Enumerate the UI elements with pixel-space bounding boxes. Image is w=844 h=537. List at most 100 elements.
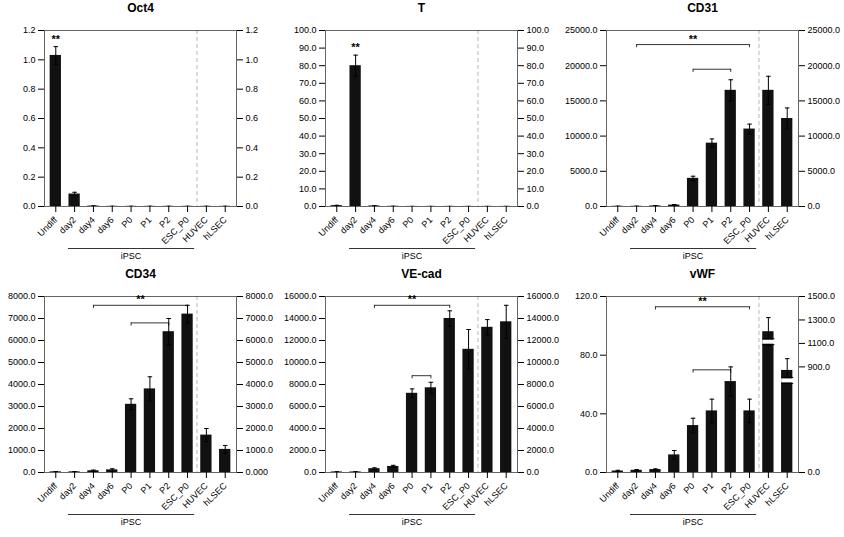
svg-text:40.0: 40.0 bbox=[299, 131, 317, 141]
svg-text:10000.0: 10000.0 bbox=[565, 131, 598, 141]
svg-text:0.0: 0.0 bbox=[527, 201, 540, 211]
svg-text:15000.0: 15000.0 bbox=[565, 96, 598, 106]
svg-text:iPSC: iPSC bbox=[683, 517, 704, 527]
svg-text:0.8: 0.8 bbox=[23, 84, 36, 94]
svg-text:7000.0: 7000.0 bbox=[8, 313, 36, 323]
svg-text:iPSC: iPSC bbox=[402, 517, 423, 527]
svg-text:day4: day4 bbox=[357, 215, 378, 236]
svg-text:20.0: 20.0 bbox=[527, 166, 545, 176]
svg-text:0.0: 0.0 bbox=[23, 467, 36, 477]
svg-text:1.2: 1.2 bbox=[246, 25, 259, 35]
svg-text:3000.0: 3000.0 bbox=[8, 401, 36, 411]
svg-text:day2: day2 bbox=[619, 215, 640, 236]
svg-text:**: ** bbox=[689, 33, 698, 45]
svg-text:0.2: 0.2 bbox=[246, 172, 259, 182]
svg-text:Undiff: Undiff bbox=[317, 214, 341, 238]
svg-text:7000.0: 7000.0 bbox=[246, 313, 274, 323]
svg-text:Undiff: Undiff bbox=[36, 480, 60, 504]
svg-text:**: ** bbox=[351, 41, 360, 53]
svg-text:20000.0: 20000.0 bbox=[565, 61, 598, 71]
svg-text:0.0: 0.0 bbox=[246, 201, 259, 211]
svg-text:5000.0: 5000.0 bbox=[808, 166, 836, 176]
svg-text:25000.0: 25000.0 bbox=[808, 25, 841, 35]
svg-text:4000.0: 4000.0 bbox=[527, 423, 555, 433]
svg-text:900.0: 900.0 bbox=[808, 362, 831, 372]
svg-text:hLSEC: hLSEC bbox=[201, 480, 229, 508]
svg-text:6000.0: 6000.0 bbox=[289, 401, 317, 411]
svg-text:Undiff: Undiff bbox=[317, 480, 341, 504]
svg-text:50.0: 50.0 bbox=[299, 113, 317, 123]
svg-text:day2: day2 bbox=[338, 215, 359, 236]
svg-text:P1: P1 bbox=[420, 481, 435, 496]
svg-text:day6: day6 bbox=[657, 215, 678, 236]
svg-text:70.0: 70.0 bbox=[527, 78, 545, 88]
svg-text:day4: day4 bbox=[357, 481, 378, 502]
svg-text:0.8: 0.8 bbox=[246, 84, 259, 94]
svg-text:2000.0: 2000.0 bbox=[289, 445, 317, 455]
svg-text:day4: day4 bbox=[638, 215, 659, 236]
svg-text:1.0: 1.0 bbox=[246, 55, 259, 65]
svg-text:day2: day2 bbox=[338, 481, 359, 502]
svg-text:90.0: 90.0 bbox=[527, 43, 545, 53]
svg-text:hLSEC: hLSEC bbox=[763, 214, 791, 242]
svg-text:day6: day6 bbox=[95, 215, 116, 236]
svg-text:0.0: 0.0 bbox=[808, 467, 821, 477]
svg-text:25000.0: 25000.0 bbox=[565, 25, 598, 35]
svg-text:1.0: 1.0 bbox=[23, 55, 36, 65]
svg-text:60.0: 60.0 bbox=[299, 96, 317, 106]
svg-text:day2: day2 bbox=[57, 481, 78, 502]
svg-text:20.0: 20.0 bbox=[299, 166, 317, 176]
svg-text:5000.0: 5000.0 bbox=[246, 357, 274, 367]
svg-text:P0: P0 bbox=[682, 215, 697, 230]
svg-text:0.0: 0.0 bbox=[304, 467, 317, 477]
svg-text:P1: P1 bbox=[139, 481, 154, 496]
svg-text:80.0: 80.0 bbox=[299, 61, 317, 71]
svg-text:hLSEC: hLSEC bbox=[201, 214, 229, 242]
svg-text:0.4: 0.4 bbox=[23, 143, 36, 153]
svg-text:P0: P0 bbox=[682, 481, 697, 496]
svg-text:1300.0: 1300.0 bbox=[808, 315, 836, 325]
svg-text:iPSC: iPSC bbox=[683, 251, 704, 261]
svg-text:8000.0: 8000.0 bbox=[8, 291, 36, 301]
svg-text:3000.0: 3000.0 bbox=[246, 401, 274, 411]
svg-text:5000.0: 5000.0 bbox=[8, 357, 36, 367]
svg-text:40.0: 40.0 bbox=[580, 409, 598, 419]
svg-text:P1: P1 bbox=[420, 215, 435, 230]
svg-text:4000.0: 4000.0 bbox=[289, 423, 317, 433]
svg-text:90.0: 90.0 bbox=[299, 43, 317, 53]
svg-text:1.2: 1.2 bbox=[23, 25, 36, 35]
svg-text:day6: day6 bbox=[376, 215, 397, 236]
svg-text:P0: P0 bbox=[401, 481, 416, 496]
svg-text:iPSC: iPSC bbox=[121, 251, 142, 261]
svg-text:80.0: 80.0 bbox=[527, 61, 545, 71]
svg-text:14000.0: 14000.0 bbox=[527, 313, 560, 323]
svg-text:8000.0: 8000.0 bbox=[527, 379, 555, 389]
svg-text:0.0: 0.0 bbox=[808, 201, 821, 211]
svg-text:0.6: 0.6 bbox=[246, 113, 259, 123]
svg-text:P0: P0 bbox=[120, 481, 135, 496]
svg-text:hLSEC: hLSEC bbox=[482, 480, 510, 508]
svg-text:20000.0: 20000.0 bbox=[808, 61, 841, 71]
svg-text:16000.0: 16000.0 bbox=[284, 291, 317, 301]
svg-text:0.0: 0.0 bbox=[585, 201, 598, 211]
svg-text:P0: P0 bbox=[401, 215, 416, 230]
svg-text:0.4: 0.4 bbox=[246, 143, 259, 153]
svg-text:2000.0: 2000.0 bbox=[246, 423, 274, 433]
svg-text:10000.0: 10000.0 bbox=[808, 131, 841, 141]
svg-text:1100.0: 1100.0 bbox=[808, 338, 835, 348]
svg-text:day4: day4 bbox=[76, 215, 97, 236]
svg-text:100.0: 100.0 bbox=[294, 25, 317, 35]
svg-text:8000.0: 8000.0 bbox=[289, 379, 317, 389]
svg-text:day6: day6 bbox=[376, 481, 397, 502]
svg-text:**: ** bbox=[408, 293, 417, 305]
svg-text:hLSEC: hLSEC bbox=[763, 480, 791, 508]
svg-text:30.0: 30.0 bbox=[527, 149, 545, 159]
svg-text:16000.0: 16000.0 bbox=[527, 291, 560, 301]
svg-text:P1: P1 bbox=[701, 215, 716, 230]
svg-text:6000.0: 6000.0 bbox=[8, 335, 36, 345]
svg-text:**: ** bbox=[136, 293, 145, 305]
svg-text:100.0: 100.0 bbox=[527, 25, 550, 35]
svg-text:6000.0: 6000.0 bbox=[246, 335, 274, 345]
svg-text:8000.0: 8000.0 bbox=[246, 291, 274, 301]
svg-text:80.0: 80.0 bbox=[580, 350, 598, 360]
